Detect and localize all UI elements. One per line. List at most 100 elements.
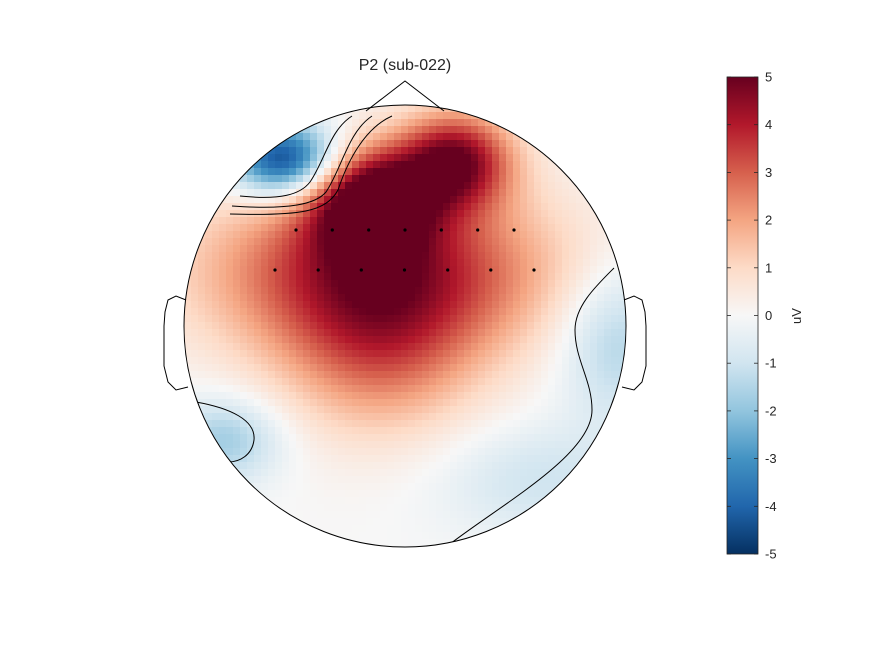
field-cell bbox=[513, 252, 521, 260]
field-cell bbox=[268, 182, 276, 190]
field-cell bbox=[240, 210, 248, 218]
field-cell bbox=[499, 525, 507, 533]
field-cell bbox=[352, 294, 360, 302]
field-cell bbox=[359, 308, 367, 316]
field-cell bbox=[254, 469, 262, 477]
field-cell bbox=[359, 420, 367, 428]
field-cell bbox=[478, 238, 486, 246]
field-cell bbox=[408, 350, 416, 358]
field-cell bbox=[513, 245, 521, 253]
field-cell bbox=[618, 371, 626, 379]
field-cell bbox=[275, 280, 283, 288]
field-cell bbox=[373, 252, 381, 260]
field-cell bbox=[450, 294, 458, 302]
field-cell bbox=[373, 133, 381, 141]
field-cell bbox=[590, 322, 598, 330]
field-cell bbox=[191, 406, 199, 414]
field-cell bbox=[583, 224, 591, 232]
field-cell bbox=[499, 175, 507, 183]
field-cell bbox=[345, 357, 353, 365]
field-cell bbox=[233, 392, 241, 400]
field-cell bbox=[303, 364, 311, 372]
field-cell bbox=[359, 462, 367, 470]
field-cell bbox=[471, 175, 479, 183]
field-cell bbox=[331, 413, 339, 421]
field-cell bbox=[576, 182, 584, 190]
field-cell bbox=[457, 252, 465, 260]
field-cell bbox=[527, 182, 535, 190]
field-cell bbox=[478, 455, 486, 463]
field-cell bbox=[310, 189, 318, 197]
field-cell bbox=[464, 203, 472, 211]
field-cell bbox=[541, 364, 549, 372]
field-cell bbox=[520, 455, 528, 463]
field-cell bbox=[310, 210, 318, 218]
field-cell bbox=[499, 259, 507, 267]
field-cell bbox=[597, 280, 605, 288]
field-cell bbox=[520, 294, 528, 302]
field-cell bbox=[317, 469, 325, 477]
field-cell bbox=[254, 357, 262, 365]
field-cell bbox=[282, 196, 290, 204]
field-cell bbox=[436, 238, 444, 246]
field-cell bbox=[282, 266, 290, 274]
field-cell bbox=[569, 364, 577, 372]
field-cell bbox=[436, 133, 444, 141]
field-cell bbox=[520, 154, 528, 162]
field-cell bbox=[429, 532, 437, 540]
field-cell bbox=[198, 329, 206, 337]
field-cell bbox=[436, 385, 444, 393]
field-cell bbox=[548, 238, 556, 246]
field-cell bbox=[415, 126, 423, 134]
field-cell bbox=[562, 434, 570, 442]
field-cell bbox=[408, 434, 416, 442]
field-cell bbox=[296, 154, 304, 162]
field-cell bbox=[282, 238, 290, 246]
field-cell bbox=[289, 175, 297, 183]
field-cell bbox=[450, 336, 458, 344]
field-cell bbox=[373, 238, 381, 246]
field-cell bbox=[198, 259, 206, 267]
field-cell bbox=[485, 252, 493, 260]
electrode-marker bbox=[446, 268, 450, 272]
field-cell bbox=[317, 385, 325, 393]
field-cell bbox=[569, 462, 577, 470]
field-cell bbox=[394, 315, 402, 323]
field-cell bbox=[345, 140, 353, 148]
field-cell bbox=[408, 406, 416, 414]
field-cell bbox=[541, 280, 549, 288]
field-cell bbox=[303, 161, 311, 169]
field-cell bbox=[408, 455, 416, 463]
field-cell bbox=[541, 427, 549, 435]
field-cell bbox=[191, 294, 199, 302]
field-cell bbox=[275, 168, 283, 176]
field-cell bbox=[506, 154, 514, 162]
field-cell bbox=[471, 133, 479, 141]
field-cell bbox=[401, 231, 409, 239]
field-cell bbox=[205, 434, 213, 442]
field-cell bbox=[457, 294, 465, 302]
field-cell bbox=[499, 504, 507, 512]
field-cell bbox=[611, 259, 619, 267]
field-cell bbox=[443, 287, 451, 295]
field-cell bbox=[345, 147, 353, 155]
field-cell bbox=[415, 525, 423, 533]
field-cell bbox=[457, 490, 465, 498]
field-cell bbox=[331, 483, 339, 491]
field-cell bbox=[359, 140, 367, 148]
field-cell bbox=[534, 448, 542, 456]
field-cell bbox=[415, 490, 423, 498]
field-cell bbox=[583, 322, 591, 330]
field-cell bbox=[527, 406, 535, 414]
field-cell bbox=[296, 252, 304, 260]
field-cell bbox=[415, 399, 423, 407]
field-cell bbox=[436, 322, 444, 330]
field-cell bbox=[366, 483, 374, 491]
field-cell bbox=[499, 224, 507, 232]
field-cell bbox=[562, 336, 570, 344]
field-cell bbox=[380, 406, 388, 414]
field-cell bbox=[303, 525, 311, 533]
field-cell bbox=[485, 406, 493, 414]
field-cell bbox=[366, 434, 374, 442]
field-cell bbox=[401, 441, 409, 449]
